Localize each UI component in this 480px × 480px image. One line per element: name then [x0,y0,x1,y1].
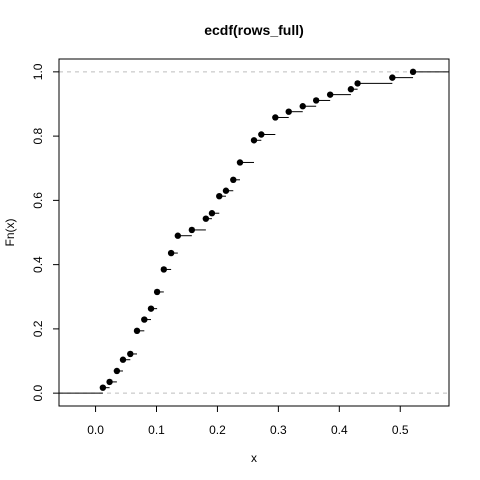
data-point-9 [160,266,168,273]
data-point-22 [285,108,292,115]
x-tick-label-3: 0.3 [270,423,287,437]
x-tick-label-1: 0.1 [148,423,165,437]
y-tick-label-5: 1.0 [31,63,45,80]
y-tick-label-3: 0.6 [31,192,45,209]
x-tick-label-0: 0.0 [87,423,104,437]
data-point-20 [258,131,265,138]
y-tick-label-0: 0.0 [31,384,45,401]
y-tick-label-1: 0.2 [31,320,45,337]
x-axis: 0.0 0.1 0.2 0.3 0.4 0.5 [87,406,409,437]
data-point-5 [133,327,141,335]
data-point-11 [174,232,182,239]
y-tick-label-2: 0.4 [31,256,45,273]
data-point-0 [99,384,107,391]
data-point-14 [208,210,216,217]
data-point-6 [141,316,148,323]
data-point-25 [326,91,334,98]
y-axis-label: Fn(x) [3,219,17,247]
data-point-13 [202,215,210,222]
data-point-18 [236,159,244,166]
data-point-24 [312,97,320,104]
data-point-2 [113,367,121,375]
data-points [99,68,417,391]
data-point-26 [347,86,355,93]
x-tick-label-4: 0.4 [331,423,348,437]
chart-title: ecdf(rows_full) [204,22,304,38]
data-point-10 [167,249,175,257]
data-point-23 [299,103,306,110]
data-point-21 [272,114,279,121]
data-point-7 [147,305,155,312]
data-point-12 [188,226,196,234]
data-point-8 [153,288,161,296]
data-point-28 [389,74,396,81]
data-point-27 [354,80,361,87]
data-point-29 [409,68,417,76]
x-tick-label-2: 0.2 [209,423,226,437]
step-segments [59,71,449,394]
data-point-16 [222,187,230,194]
x-tick-label-5: 0.5 [392,423,409,437]
data-point-1 [106,378,113,386]
data-point-17 [230,176,237,184]
y-axis: 0.0 0.2 0.4 0.6 0.8 1.0 [31,63,59,401]
data-point-4 [127,350,134,358]
data-point-3 [119,356,127,363]
reference-lines [59,71,449,394]
plot-frame [58,58,450,407]
x-axis-label: x [251,451,257,465]
data-point-19 [250,137,258,144]
data-point-15 [216,192,223,200]
y-tick-label-4: 0.8 [31,127,45,144]
